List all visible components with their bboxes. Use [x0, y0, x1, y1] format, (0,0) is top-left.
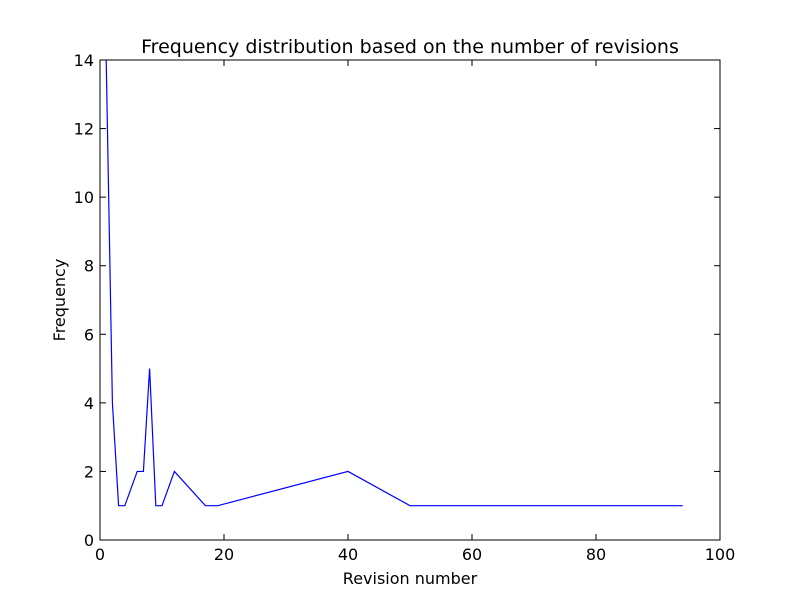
x-axis-label: Revision number — [343, 569, 478, 588]
plot-area — [100, 60, 720, 540]
y-tick-label: 8 — [84, 257, 94, 276]
x-tick-label: 80 — [586, 545, 606, 564]
y-tick-label: 4 — [84, 394, 94, 413]
y-tick-label: 10 — [74, 188, 94, 207]
x-tick-label: 100 — [705, 545, 736, 564]
y-tick-label: 2 — [84, 462, 94, 481]
y-tick-label: 14 — [74, 51, 94, 70]
y-tick-label: 6 — [84, 325, 94, 344]
series-line-0 — [105, 59, 683, 507]
y-axis-label: Frequency — [50, 259, 69, 342]
chart-title: Frequency distribution based on the numb… — [141, 36, 679, 58]
series-layer — [105, 59, 683, 507]
y-tick-label: 12 — [74, 120, 94, 139]
x-tick-label: 0 — [95, 545, 105, 564]
y-tick-label: 0 — [84, 531, 94, 550]
plot-frame — [99, 59, 721, 541]
x-tick-label: 20 — [214, 545, 234, 564]
x-tick-label: 40 — [338, 545, 358, 564]
x-tick-label: 60 — [462, 545, 482, 564]
